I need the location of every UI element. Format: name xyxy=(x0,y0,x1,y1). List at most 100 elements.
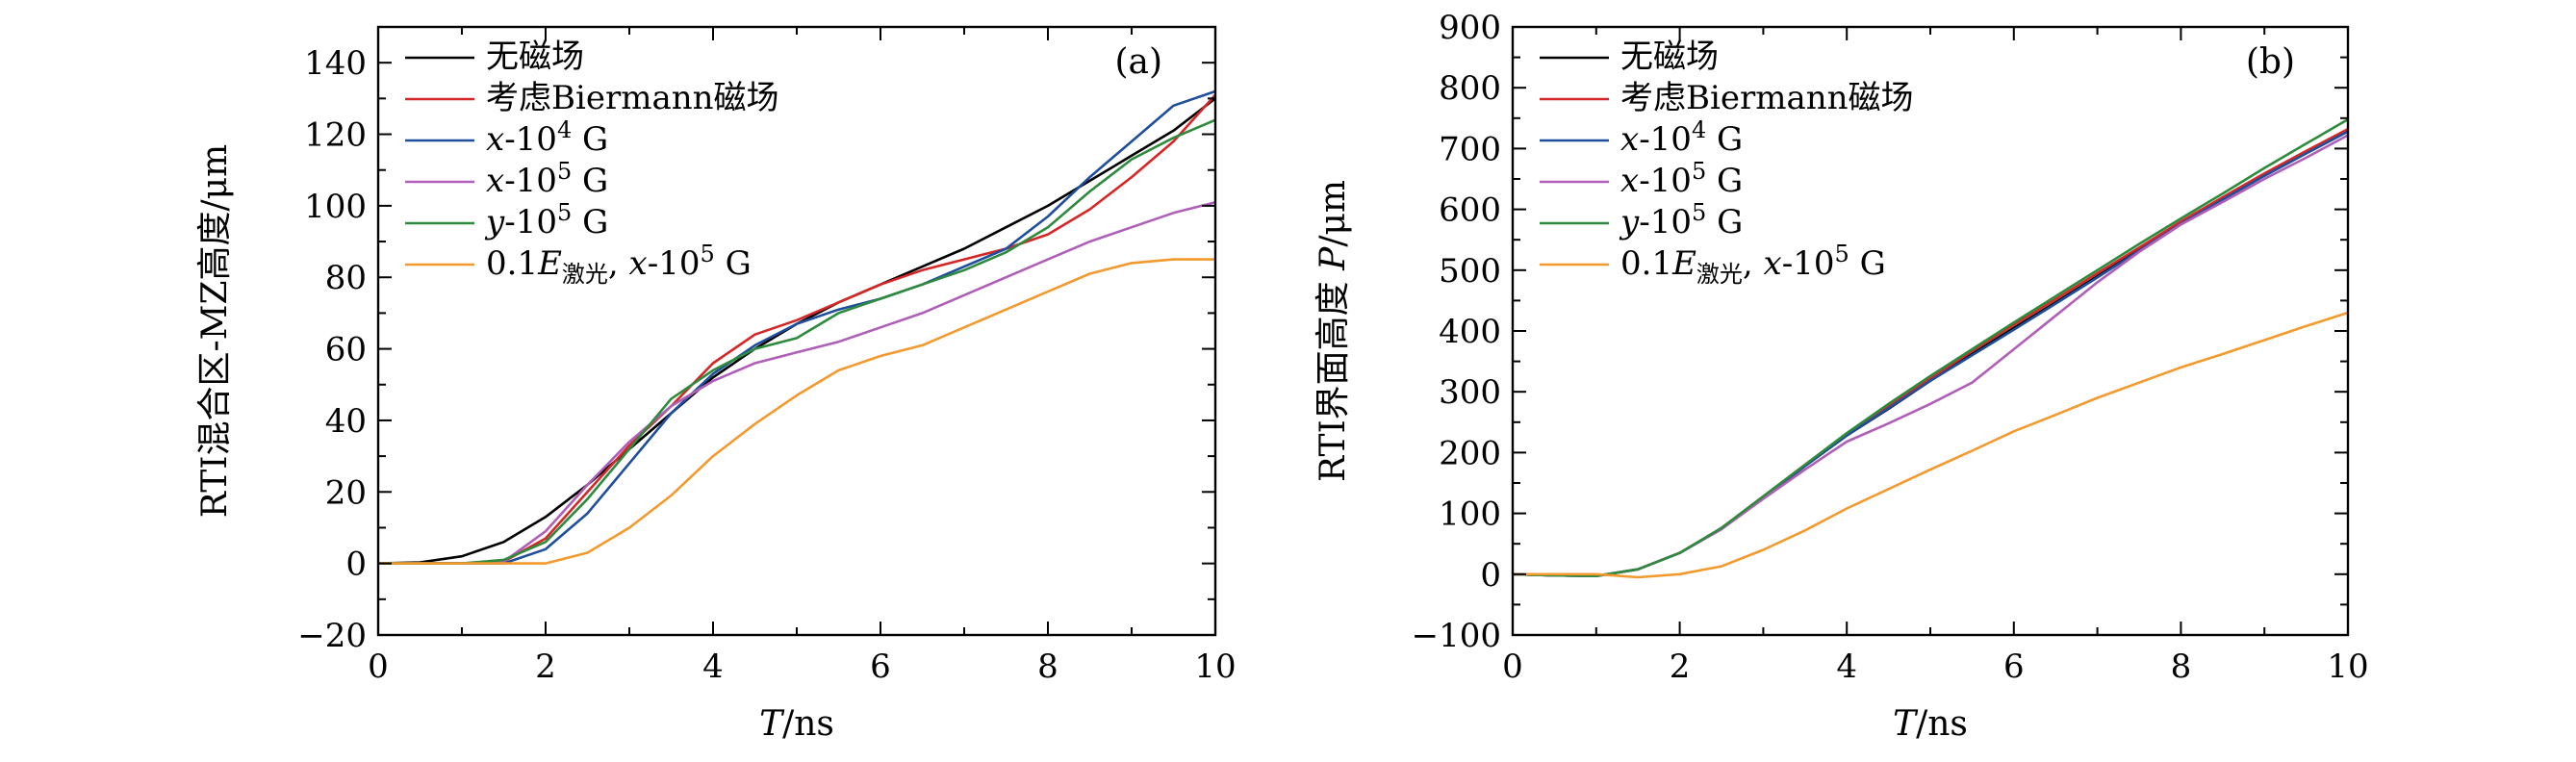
legend-label-4-part: G xyxy=(1706,203,1743,241)
y-tick-label: 0 xyxy=(1480,556,1501,595)
legend-label-2-part: G xyxy=(1706,120,1743,159)
y-tick-label: 600 xyxy=(1439,191,1501,230)
legend-label-5-part: E xyxy=(537,244,562,283)
y-tick-label: 500 xyxy=(1439,252,1501,291)
x-tick-label: 10 xyxy=(2327,648,2368,686)
y-axis-title-part: /μm xyxy=(1314,180,1353,247)
plot-frame xyxy=(1511,25,2350,637)
legend-label-3-sup: 5 xyxy=(1692,158,1706,185)
y-tick-label: −100 xyxy=(1412,617,1501,655)
y-tick-label: 400 xyxy=(1439,313,1501,351)
legend-label-3-part: G xyxy=(572,162,608,200)
legend-label-5-part: 0.1 xyxy=(1620,244,1672,283)
y-tick-label: 900 xyxy=(1439,9,1501,47)
legend-label-3: x-105 G xyxy=(1620,158,1743,200)
x-tick-label: 8 xyxy=(1037,648,1058,686)
y-tick-label: 800 xyxy=(1439,69,1501,108)
legend-label-5-part: , xyxy=(1743,244,1764,283)
series-line-3 xyxy=(1512,134,2349,577)
legend-label-4-part: -10 xyxy=(504,203,557,241)
chart-panel-a: 0 2 4 6 8 10−20020406080100120140T/nsRTI混合区-M… xyxy=(195,25,1237,744)
legend-label-3-part: G xyxy=(1706,162,1743,200)
legend-label-0: 无磁场 xyxy=(1620,38,1719,76)
legend-label-5-part: , xyxy=(608,244,629,283)
x-axis-title-part: T xyxy=(759,704,785,744)
legend-label-5: 0.1E激光, x-105 G xyxy=(1620,241,1886,288)
legend-label-5-part: x xyxy=(629,244,648,283)
legend-label-2-part: -10 xyxy=(1639,120,1692,159)
y-tick-label: 40 xyxy=(325,402,367,441)
x-tick-label: 4 xyxy=(702,648,724,686)
x-tick-label: 0 xyxy=(1502,648,1523,686)
legend-label-1: 考虑Biermann磁场 xyxy=(486,79,779,117)
y-tick-label: 300 xyxy=(1439,373,1501,412)
y-axis-title: RTI混合区-MZ高度/μm xyxy=(195,144,235,518)
legend-label-4: y-105 G xyxy=(484,199,608,241)
series-line-3 xyxy=(378,200,1216,565)
legend-label-4: y-105 G xyxy=(1619,199,1743,241)
legend-label-2-part: x xyxy=(486,120,504,159)
legend-label-2-part: -10 xyxy=(504,120,557,159)
y-tick-label: 200 xyxy=(1439,434,1501,472)
panel-label: (b) xyxy=(2246,42,2295,82)
legend-label-4-part: y xyxy=(484,203,505,241)
legend-label-2-part: x xyxy=(1620,120,1639,159)
series-line-5 xyxy=(378,258,1215,565)
legend-label-5-sup: 5 xyxy=(1834,241,1849,267)
legend-label-5-part: -10 xyxy=(648,244,701,283)
x-axis-title-part: T xyxy=(1893,704,1919,744)
y-tick-label: 100 xyxy=(1439,495,1501,534)
x-axis-title: T/ns xyxy=(1893,704,1968,744)
x-tick-label: 10 xyxy=(1194,648,1236,686)
legend-label-5-part: E xyxy=(1671,244,1696,283)
legend-label-3: x-105 G xyxy=(486,158,608,200)
y-tick-label: 100 xyxy=(304,188,367,226)
legend-label-4-part: -10 xyxy=(1639,203,1692,241)
x-tick-label: 0 xyxy=(368,648,389,686)
y-axis-title: RTI界面高度 P/μm xyxy=(1314,180,1353,482)
legend-label-3-part: x xyxy=(486,162,504,200)
legend-label-1: 考虑Biermann磁场 xyxy=(1620,79,1914,117)
x-axis-title-part: /ns xyxy=(782,704,834,744)
legend-label-5-sup: 5 xyxy=(700,241,714,267)
series-line-5 xyxy=(1513,311,2349,579)
legend-label-5-sub: 激光 xyxy=(562,261,608,288)
series-line-2 xyxy=(378,89,1216,565)
legend-label-2-sup: 4 xyxy=(557,116,572,143)
legend-label-3-part: -10 xyxy=(504,162,557,200)
panel-label: (a) xyxy=(1114,42,1162,82)
y-axis-title-part: RTI界面高度 xyxy=(1314,270,1353,482)
legend-label-5: 0.1E激光, x-105 G xyxy=(486,241,752,288)
legend-label-5-part: x xyxy=(1764,244,1782,283)
legend-label-4-part: G xyxy=(572,203,608,241)
y-axis-title-part: P xyxy=(1314,246,1353,271)
y-tick-label: 80 xyxy=(325,259,367,297)
x-tick-label: 4 xyxy=(1836,648,1857,686)
x-axis-title: T/ns xyxy=(759,704,834,744)
y-tick-label: 60 xyxy=(325,331,367,369)
y-tick-label: −20 xyxy=(297,617,367,655)
y-tick-label: 0 xyxy=(345,546,367,584)
legend-label-4-sup: 5 xyxy=(557,199,572,226)
series-line-4 xyxy=(1512,117,2349,577)
legend-label-4-part: y xyxy=(1619,203,1640,241)
y-tick-label: 120 xyxy=(304,116,367,155)
y-tick-label: 20 xyxy=(325,473,367,512)
legend-label-3-part: x xyxy=(1620,162,1639,200)
legend-label-4-sup: 5 xyxy=(1692,199,1706,226)
legend-label-5-part: 0.1 xyxy=(486,244,538,283)
plot-frame xyxy=(376,25,1217,637)
series-line-4 xyxy=(378,118,1216,565)
x-tick-label: 8 xyxy=(2171,648,2192,686)
legend-label-2-part: G xyxy=(572,120,608,159)
legend-label-3-part: -10 xyxy=(1639,162,1692,200)
legend-label-2-sup: 4 xyxy=(1692,116,1706,143)
x-tick-label: 2 xyxy=(1670,648,1691,686)
chart-panel-b: 0 2 4 6 8 10−1000100200300400500600700800900T… xyxy=(1314,9,2369,744)
legend-label-2: x-104 G xyxy=(1620,116,1743,159)
y-tick-label: 140 xyxy=(304,44,367,83)
